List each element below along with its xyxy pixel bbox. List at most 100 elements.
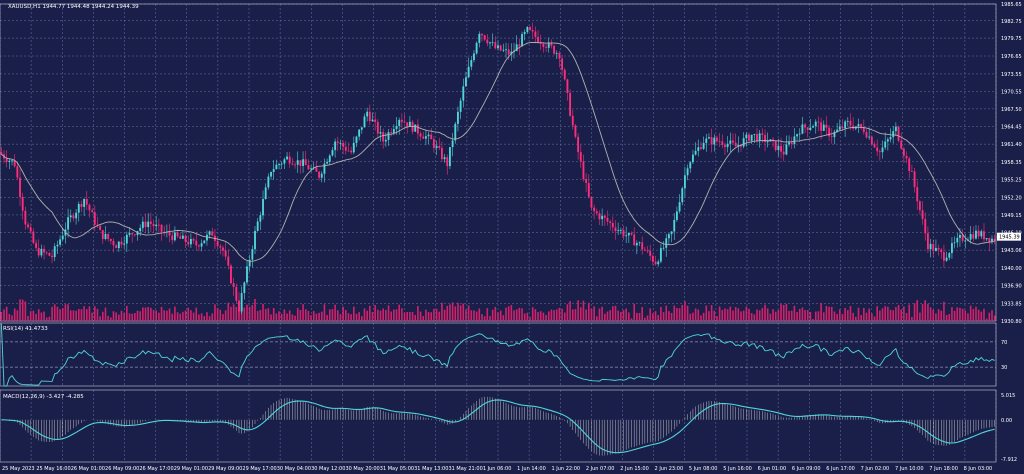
candle-body bbox=[115, 245, 118, 249]
candle-body bbox=[125, 234, 128, 244]
candle-body bbox=[836, 129, 839, 132]
candle-body bbox=[582, 161, 585, 180]
candle-body bbox=[184, 235, 187, 242]
candle-body bbox=[197, 245, 200, 247]
candle-body bbox=[360, 127, 363, 130]
candle-body bbox=[793, 136, 796, 144]
candle-body bbox=[398, 119, 401, 127]
candle-body bbox=[659, 248, 662, 262]
candle-body bbox=[694, 150, 697, 155]
candle-body bbox=[742, 138, 745, 147]
candle-body bbox=[798, 133, 801, 135]
candle-body bbox=[432, 139, 435, 148]
candle-body bbox=[918, 201, 921, 211]
candle-body bbox=[189, 238, 192, 245]
panel-border bbox=[0, 322, 997, 387]
candle-body bbox=[758, 133, 761, 142]
candle-body bbox=[681, 188, 684, 203]
candle-body bbox=[272, 169, 275, 172]
candle-body bbox=[507, 49, 510, 55]
candle-body bbox=[820, 122, 823, 131]
candle-body bbox=[246, 266, 248, 283]
candle-body bbox=[160, 224, 163, 232]
candle-body bbox=[16, 166, 19, 178]
candle-body bbox=[643, 249, 646, 251]
candle-body bbox=[497, 45, 499, 49]
candle-body bbox=[251, 249, 254, 260]
candle-body bbox=[35, 242, 37, 248]
candle-body bbox=[889, 137, 892, 140]
candle-body bbox=[163, 231, 166, 233]
candle-body bbox=[830, 136, 833, 138]
candle-body bbox=[547, 42, 550, 48]
candle-body bbox=[459, 100, 462, 112]
candle-body bbox=[523, 32, 526, 35]
candle-body bbox=[862, 127, 865, 133]
time-axis-label: 31 May 05:00 bbox=[380, 466, 414, 472]
candle-body bbox=[379, 132, 382, 134]
time-axis-label: 26 May 09:00 bbox=[105, 466, 139, 472]
candle-body bbox=[593, 207, 596, 212]
candle-body bbox=[521, 34, 523, 47]
candle-body bbox=[21, 196, 24, 211]
candle-body bbox=[579, 152, 582, 162]
candle-body bbox=[940, 249, 943, 253]
candle-body bbox=[710, 137, 713, 145]
candle-body bbox=[908, 158, 911, 172]
candle-body bbox=[254, 230, 256, 250]
candle-body bbox=[192, 238, 195, 241]
candle-body bbox=[222, 247, 224, 251]
candle-body bbox=[173, 232, 176, 241]
price-axis-label: 1943.06 bbox=[1001, 248, 1022, 254]
candle-body bbox=[400, 119, 403, 122]
candle-body bbox=[900, 140, 903, 149]
candle-body bbox=[123, 243, 126, 245]
candle-body bbox=[956, 237, 959, 243]
candle-body bbox=[43, 248, 45, 253]
candle-body bbox=[499, 45, 502, 51]
candle-body bbox=[320, 173, 323, 178]
candle-body bbox=[462, 86, 465, 101]
candle-body bbox=[886, 139, 889, 142]
time-axis-label: 30 May 20:00 bbox=[345, 466, 379, 472]
candle-body bbox=[814, 121, 817, 127]
candle-body bbox=[240, 293, 243, 312]
candle-body bbox=[414, 124, 417, 132]
candle-body bbox=[267, 176, 270, 188]
candle-body bbox=[206, 234, 208, 241]
candle-body bbox=[665, 238, 668, 248]
candle-body bbox=[766, 141, 769, 143]
price-axis-label: 1961.40 bbox=[1001, 142, 1022, 148]
candle-body bbox=[318, 171, 321, 178]
candle-body bbox=[686, 168, 689, 176]
candle-body bbox=[585, 179, 588, 183]
candle-body bbox=[662, 247, 665, 249]
candle-body bbox=[457, 111, 459, 124]
time-axis-label: 6 Jun 09:00 bbox=[792, 466, 821, 472]
time-axis-label: 29 May 09:00 bbox=[208, 466, 242, 472]
candle-body bbox=[667, 234, 670, 239]
candle-body bbox=[892, 131, 895, 138]
candle-body bbox=[350, 150, 353, 153]
candle-body bbox=[374, 119, 377, 122]
candle-body bbox=[822, 124, 825, 131]
candle-body bbox=[590, 196, 593, 208]
candle-body bbox=[806, 127, 809, 130]
candle-body bbox=[91, 210, 94, 213]
candle-body bbox=[440, 147, 443, 160]
candle-body bbox=[275, 164, 278, 170]
candle-body bbox=[446, 157, 449, 167]
candle-body bbox=[563, 69, 566, 80]
candle-body bbox=[942, 252, 945, 261]
candle-body bbox=[294, 164, 296, 166]
candle-body bbox=[344, 146, 347, 151]
candle-body bbox=[262, 198, 264, 216]
candle-body bbox=[937, 247, 940, 250]
time-axis-label: 25 May 16:00 bbox=[36, 466, 70, 472]
candle-body bbox=[537, 36, 539, 43]
candle-body bbox=[149, 221, 152, 224]
candle-body bbox=[133, 234, 136, 236]
candle-body bbox=[61, 235, 64, 240]
candle-body bbox=[609, 221, 612, 223]
